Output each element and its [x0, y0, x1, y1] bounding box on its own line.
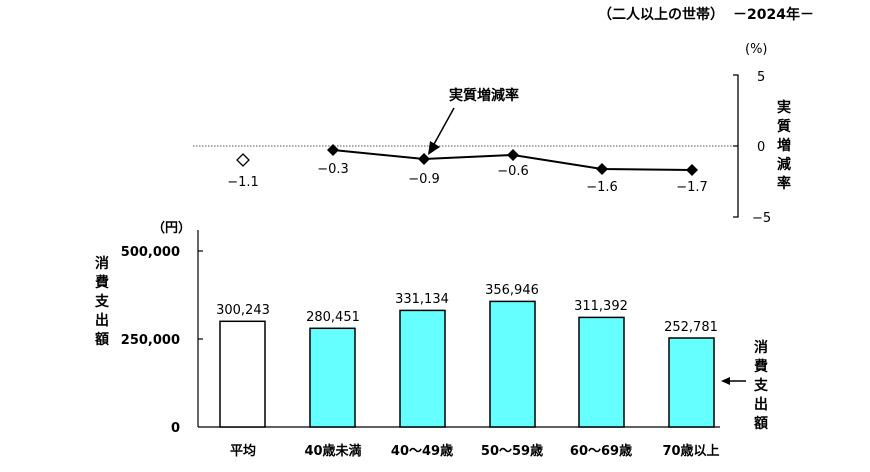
svg-text:消: 消: [95, 255, 109, 272]
bar-value-labels: 300,243 280,451 331,134 356,946 311,392 …: [216, 283, 718, 335]
svg-text:331,134: 331,134: [395, 292, 449, 307]
arrow-left-icon: [721, 377, 746, 385]
marker-diamond-icon: [418, 153, 430, 165]
bar-40-49: [399, 309, 446, 428]
svg-text:40歳未満: 40歳未満: [304, 443, 361, 459]
svg-text:70歳以上: 70歳以上: [662, 443, 719, 459]
svg-text:出: 出: [95, 312, 109, 329]
marker-hollow-diamond-icon: [236, 153, 250, 167]
arrow-icon: [428, 107, 455, 155]
svg-text:−0.9: −0.9: [408, 172, 440, 187]
svg-text:311,392: 311,392: [574, 299, 628, 314]
svg-text:50～59歳: 50～59歳: [481, 443, 543, 459]
bar-axis-title: 消 費 支 出 額: [94, 255, 110, 348]
svg-text:費: 費: [754, 358, 768, 375]
line-chart: (%) 5 0 −5 実 質 増 減 率 実質増減率 −1.1: [193, 42, 791, 226]
svg-text:質: 質: [777, 118, 791, 135]
bar-70-plus: [668, 337, 715, 428]
svg-text:−1.1: −1.1: [227, 175, 259, 190]
bar-y-ticks: 500,000 250,000 0: [121, 245, 180, 436]
svg-text:消: 消: [754, 339, 768, 356]
svg-text:費: 費: [95, 274, 109, 291]
svg-text:−0.6: −0.6: [497, 164, 529, 179]
svg-text:500,000: 500,000: [121, 245, 180, 260]
bar-average: [219, 320, 266, 428]
line-right-axis: [733, 74, 739, 218]
bar-60-69: [578, 316, 625, 428]
svg-text:増: 増: [777, 137, 791, 154]
line-tick-neg5: −5: [752, 211, 771, 226]
pct-unit-label: (%): [745, 42, 768, 57]
svg-text:出: 出: [754, 396, 768, 413]
svg-text:300,243: 300,243: [216, 303, 270, 318]
svg-text:0: 0: [171, 421, 180, 436]
svg-text:率: 率: [777, 175, 791, 192]
svg-text:−1.7: −1.7: [676, 180, 708, 195]
yen-unit-label: （円）: [152, 220, 191, 236]
svg-text:減: 減: [777, 156, 791, 173]
svg-text:40～49歳: 40～49歳: [391, 443, 453, 459]
line-value-labels: −1.1 −0.3 −0.9 −0.6 −1.6 −1.7: [227, 162, 708, 195]
svg-text:額: 額: [753, 415, 768, 432]
marker-diamond-icon: [596, 163, 608, 175]
category-labels: 平均 40歳未満 40～49歳 50～59歳 60～69歳 70歳以上: [230, 443, 720, 459]
svg-text:252,781: 252,781: [664, 320, 718, 335]
marker-diamond-icon: [507, 149, 519, 161]
svg-text:実: 実: [777, 99, 791, 116]
chart-year-label: －2024年－: [733, 6, 814, 23]
svg-text:−1.6: −1.6: [586, 180, 618, 195]
bar-50-59: [489, 300, 536, 428]
line-tick-5: 5: [757, 70, 765, 85]
svg-text:356,946: 356,946: [485, 283, 539, 298]
marker-diamond-icon: [327, 144, 339, 156]
svg-text:平均: 平均: [230, 443, 256, 459]
bar-under-40: [309, 327, 356, 428]
svg-text:支: 支: [753, 377, 769, 394]
chart-subtitle: （二人以上の世帯）: [598, 6, 724, 23]
line-callout-label: 実質増減率: [449, 87, 519, 104]
marker-diamond-icon: [686, 164, 698, 176]
bar-chart: （円） 消 費 支 出 額 500,000 250,000 0 300,243 …: [94, 220, 769, 459]
line-tick-0: 0: [757, 140, 765, 155]
svg-text:支: 支: [94, 293, 110, 310]
line-axis-title: 実 質 増 減 率: [777, 99, 791, 192]
bar-callout-label: 消 費 支 出 額: [753, 339, 769, 432]
svg-text:60～69歳: 60～69歳: [570, 443, 632, 459]
svg-text:250,000: 250,000: [121, 333, 180, 348]
svg-text:280,451: 280,451: [306, 310, 360, 325]
svg-text:−0.3: −0.3: [317, 162, 349, 177]
svg-text:額: 額: [94, 331, 109, 348]
